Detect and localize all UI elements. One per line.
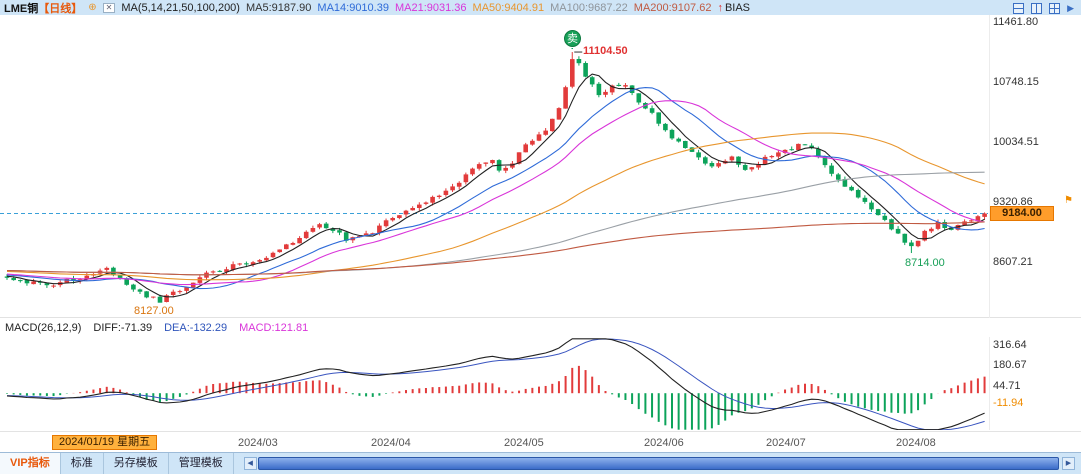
macd-diff-value: DIFF:-71.39: [93, 321, 153, 334]
bias-indicator-button[interactable]: ↑ BIAS: [717, 2, 750, 14]
macd-axis-label: 180.67: [993, 359, 1027, 371]
window-layout-icons: ▶: [1013, 2, 1077, 14]
aug-low-label: 8714.00: [905, 257, 945, 269]
sell-badge: 卖: [564, 30, 581, 47]
chart-panel: 卖 11104.50 8127.00 8714.00 9184.00 ⚑ MAC…: [0, 15, 1081, 452]
price-alert-icon[interactable]: ⚑: [1064, 195, 1073, 206]
overlay-pin-icon[interactable]: ⊕: [88, 2, 97, 13]
ma100-value: MA100:9687.22: [550, 2, 628, 14]
tab-standard[interactable]: 标准: [61, 453, 104, 474]
tab-save-template[interactable]: 另存模板: [104, 453, 169, 474]
month-label: 2024/06: [644, 437, 684, 449]
feb-low-label: 8127.00: [134, 305, 174, 317]
ma21-value: MA21:9031.36: [394, 2, 467, 14]
price-axis-label: 11461.80: [993, 16, 1039, 28]
current-price-box: 9184.00: [990, 206, 1054, 221]
price-axis-label: 10034.51: [993, 136, 1039, 148]
chart-header-bar: LME铜【日线】 ⊕ ✕ MA(5,14,21,50,100,200) MA5:…: [0, 0, 1081, 15]
scroll-right-icon[interactable]: ▶: [1062, 457, 1075, 470]
remove-indicator-icon[interactable]: ✕: [102, 3, 116, 13]
macd-axis-label: 44.71: [993, 380, 1021, 392]
ma-settings-label: MA(5,14,21,50,100,200): [121, 2, 240, 14]
macd-plot[interactable]: [0, 337, 990, 430]
symbol-title: LME铜【日线】: [4, 0, 82, 16]
bottom-tab-bar: VIP指标 标准 另存模板 管理模板 ◀ ▶: [0, 452, 1081, 474]
bias-up-arrow-icon: ↑: [717, 2, 723, 14]
axis-separator-line: [989, 15, 990, 430]
grid-layout-icon[interactable]: [1049, 2, 1061, 14]
macd-macd-value: MACD:121.81: [239, 321, 309, 334]
symbol-name: LME铜: [4, 3, 39, 15]
month-label: 2024/04: [371, 437, 411, 449]
pane-divider: [0, 317, 1081, 318]
horizontal-scrollbar[interactable]: ◀ ▶: [243, 457, 1075, 470]
month-label: 2024/07: [766, 437, 806, 449]
ma50-value: MA50:9404.91: [472, 2, 545, 14]
tile-horizontal-icon[interactable]: [1013, 2, 1025, 14]
selected-date-box: 2024/01/19 星期五: [52, 435, 158, 450]
collapse-panel-icon[interactable]: ▶: [1067, 2, 1074, 13]
peak-price-label: 11104.50: [583, 45, 628, 57]
ma14-value: MA14:9010.39: [317, 2, 389, 14]
macd-axis-label: 316.64: [993, 339, 1027, 351]
macd-current-marker: -11.94: [993, 397, 1024, 409]
month-label: 2024/05: [504, 437, 544, 449]
month-label: 2024/08: [896, 437, 936, 449]
macd-header: MACD(26,12,9) DIFF:-71.39 DEA:-132.29 MA…: [0, 318, 1081, 337]
price-axis-label: 8607.21: [993, 256, 1033, 268]
period-label: 【日线】: [38, 3, 83, 15]
tile-vertical-icon[interactable]: [1031, 2, 1043, 14]
price-axis-label: 10748.15: [993, 76, 1039, 88]
x-axis-row: 2024/01/19 星期五 2024/03 2024/04 2024/05 2024…: [0, 431, 1081, 452]
scroll-left-icon[interactable]: ◀: [243, 457, 257, 470]
macd-title: MACD(26,12,9): [5, 321, 82, 334]
tab-manage-template[interactable]: 管理模板: [169, 453, 234, 474]
candlestick-plot[interactable]: [0, 15, 990, 318]
scrollbar-thumb[interactable]: [257, 457, 1059, 470]
month-label: 2024/03: [238, 437, 278, 449]
ma5-value: MA5:9187.90: [245, 2, 312, 14]
tab-vip-indicators[interactable]: VIP指标: [0, 453, 61, 474]
bias-label: BIAS: [724, 2, 751, 14]
ma200-value: MA200:9107.62: [633, 2, 712, 14]
price-axis-label: 9320.86: [993, 196, 1033, 208]
macd-dea-value: DEA:-132.29: [164, 321, 228, 334]
